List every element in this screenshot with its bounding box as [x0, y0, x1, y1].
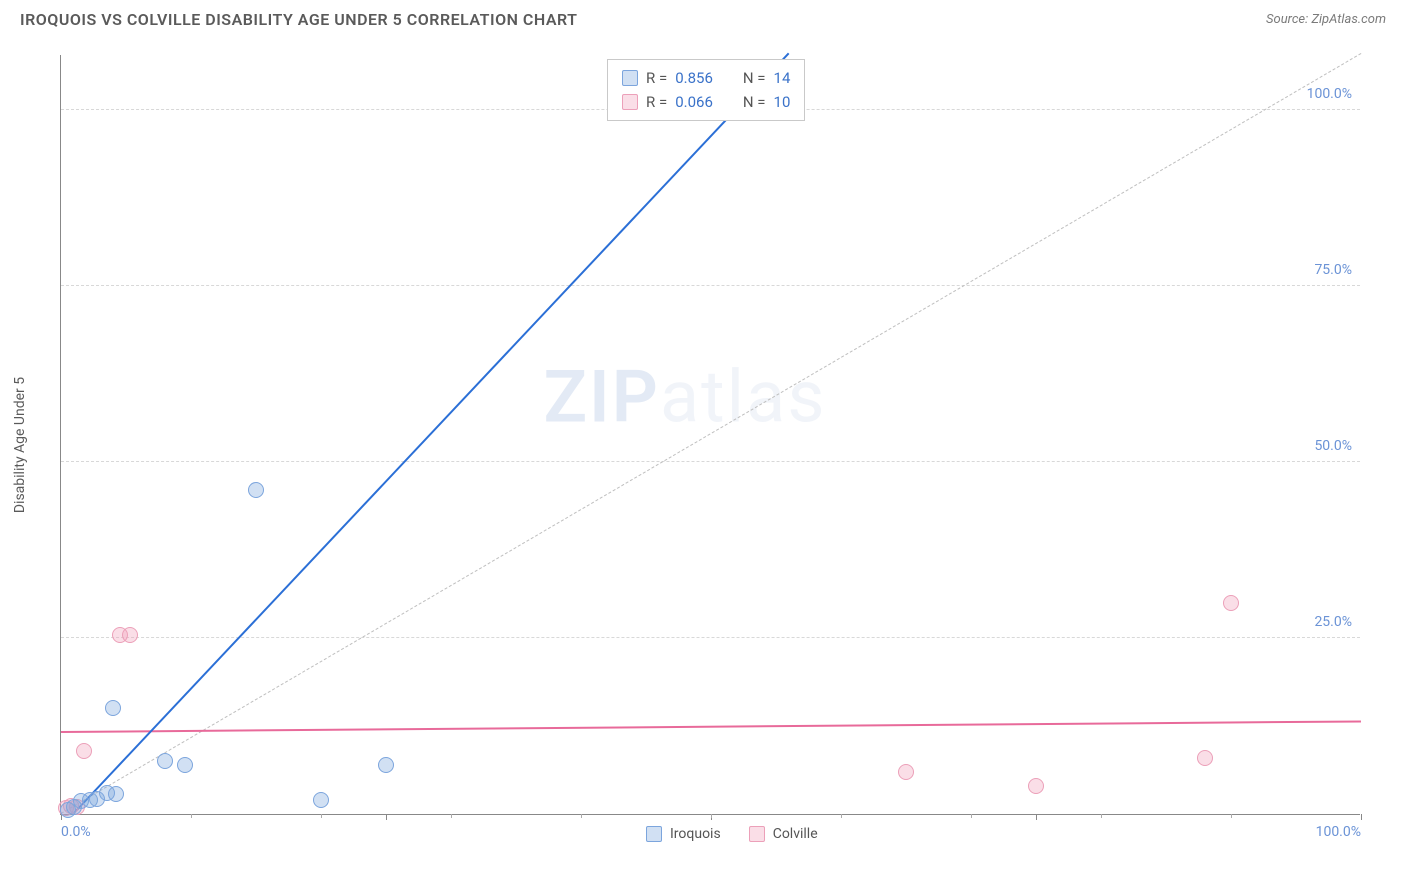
legend-label: Iroquois: [670, 826, 721, 842]
marker-colville: [1197, 750, 1213, 766]
xtick-minor: [451, 814, 452, 818]
legend-swatch: [646, 826, 662, 842]
source-name: ZipAtlas.com: [1311, 12, 1386, 27]
source-prefix: Source:: [1266, 12, 1308, 27]
legend-bottom: Iroquois Colville: [646, 826, 818, 842]
xtick-major: [386, 814, 387, 820]
chart-title: IROQUOIS VS COLVILLE DISABILITY AGE UNDE…: [20, 10, 578, 29]
watermark-atlas: atlas: [660, 355, 827, 440]
r-value: 0.066: [675, 90, 713, 114]
marker-iroquois: [105, 700, 121, 716]
marker-iroquois: [157, 753, 173, 769]
xtick-minor: [971, 814, 972, 818]
xtick-minor: [321, 814, 322, 818]
stats-box: R = 0.856 N = 14 R = 0.066 N = 10: [607, 59, 805, 121]
gridline: [61, 285, 1360, 286]
n-label: N =: [743, 66, 766, 90]
header: IROQUOIS VS COLVILLE DISABILITY AGE UNDE…: [0, 0, 1406, 35]
ytick-label: 100.0%: [1307, 86, 1352, 102]
trendline-colville: [61, 721, 1361, 734]
r-value: 0.856: [675, 66, 713, 90]
xtick-minor: [581, 814, 582, 818]
r-label: R =: [646, 66, 667, 90]
stats-row: R = 0.066 N = 10: [622, 90, 790, 114]
xtick-major: [1036, 814, 1037, 820]
plot-area: ZIPatlas 25.0%50.0%75.0%100.0%0.0%100.0%…: [60, 55, 1360, 815]
xtick-label: 100.0%: [1316, 824, 1361, 840]
marker-colville: [898, 764, 914, 780]
legend-swatch: [622, 94, 638, 110]
xtick-minor: [1231, 814, 1232, 818]
marker-iroquois: [378, 757, 394, 773]
r-label: R =: [646, 90, 667, 114]
xtick-minor: [191, 814, 192, 818]
chart-container: Disability Age Under 5 ZIPatlas 25.0%50.…: [50, 45, 1380, 845]
legend-label: Colville: [773, 826, 818, 842]
legend-item: Colville: [749, 826, 818, 842]
xtick-major: [1361, 814, 1362, 820]
n-label: N =: [743, 90, 766, 114]
xtick-label: 0.0%: [61, 824, 91, 840]
ytick-label: 25.0%: [1314, 614, 1352, 630]
legend-swatch: [622, 70, 638, 86]
legend-item: Iroquois: [646, 826, 721, 842]
marker-iroquois: [313, 792, 329, 808]
xtick-minor: [711, 814, 712, 818]
xtick-minor: [841, 814, 842, 818]
watermark: ZIPatlas: [543, 355, 826, 440]
n-value: 10: [774, 90, 791, 114]
diagonal-reference-line: [61, 53, 1361, 814]
marker-colville: [122, 627, 138, 643]
marker-colville: [1223, 595, 1239, 611]
gridline: [61, 637, 1360, 638]
gridline: [61, 461, 1360, 462]
marker-iroquois: [177, 757, 193, 773]
trendline-iroquois: [73, 52, 789, 813]
ytick-label: 75.0%: [1314, 262, 1352, 278]
y-axis-label: Disability Age Under 5: [12, 377, 28, 513]
marker-colville: [1028, 778, 1044, 794]
stats-row: R = 0.856 N = 14: [622, 66, 790, 90]
marker-colville: [76, 743, 92, 759]
n-value: 14: [774, 66, 791, 90]
source-attribution: Source: ZipAtlas.com: [1266, 12, 1386, 27]
ytick-label: 50.0%: [1314, 438, 1352, 454]
xtick-minor: [1101, 814, 1102, 818]
marker-iroquois: [248, 482, 264, 498]
marker-iroquois: [108, 786, 124, 802]
watermark-zip: ZIP: [543, 355, 659, 440]
legend-swatch: [749, 826, 765, 842]
